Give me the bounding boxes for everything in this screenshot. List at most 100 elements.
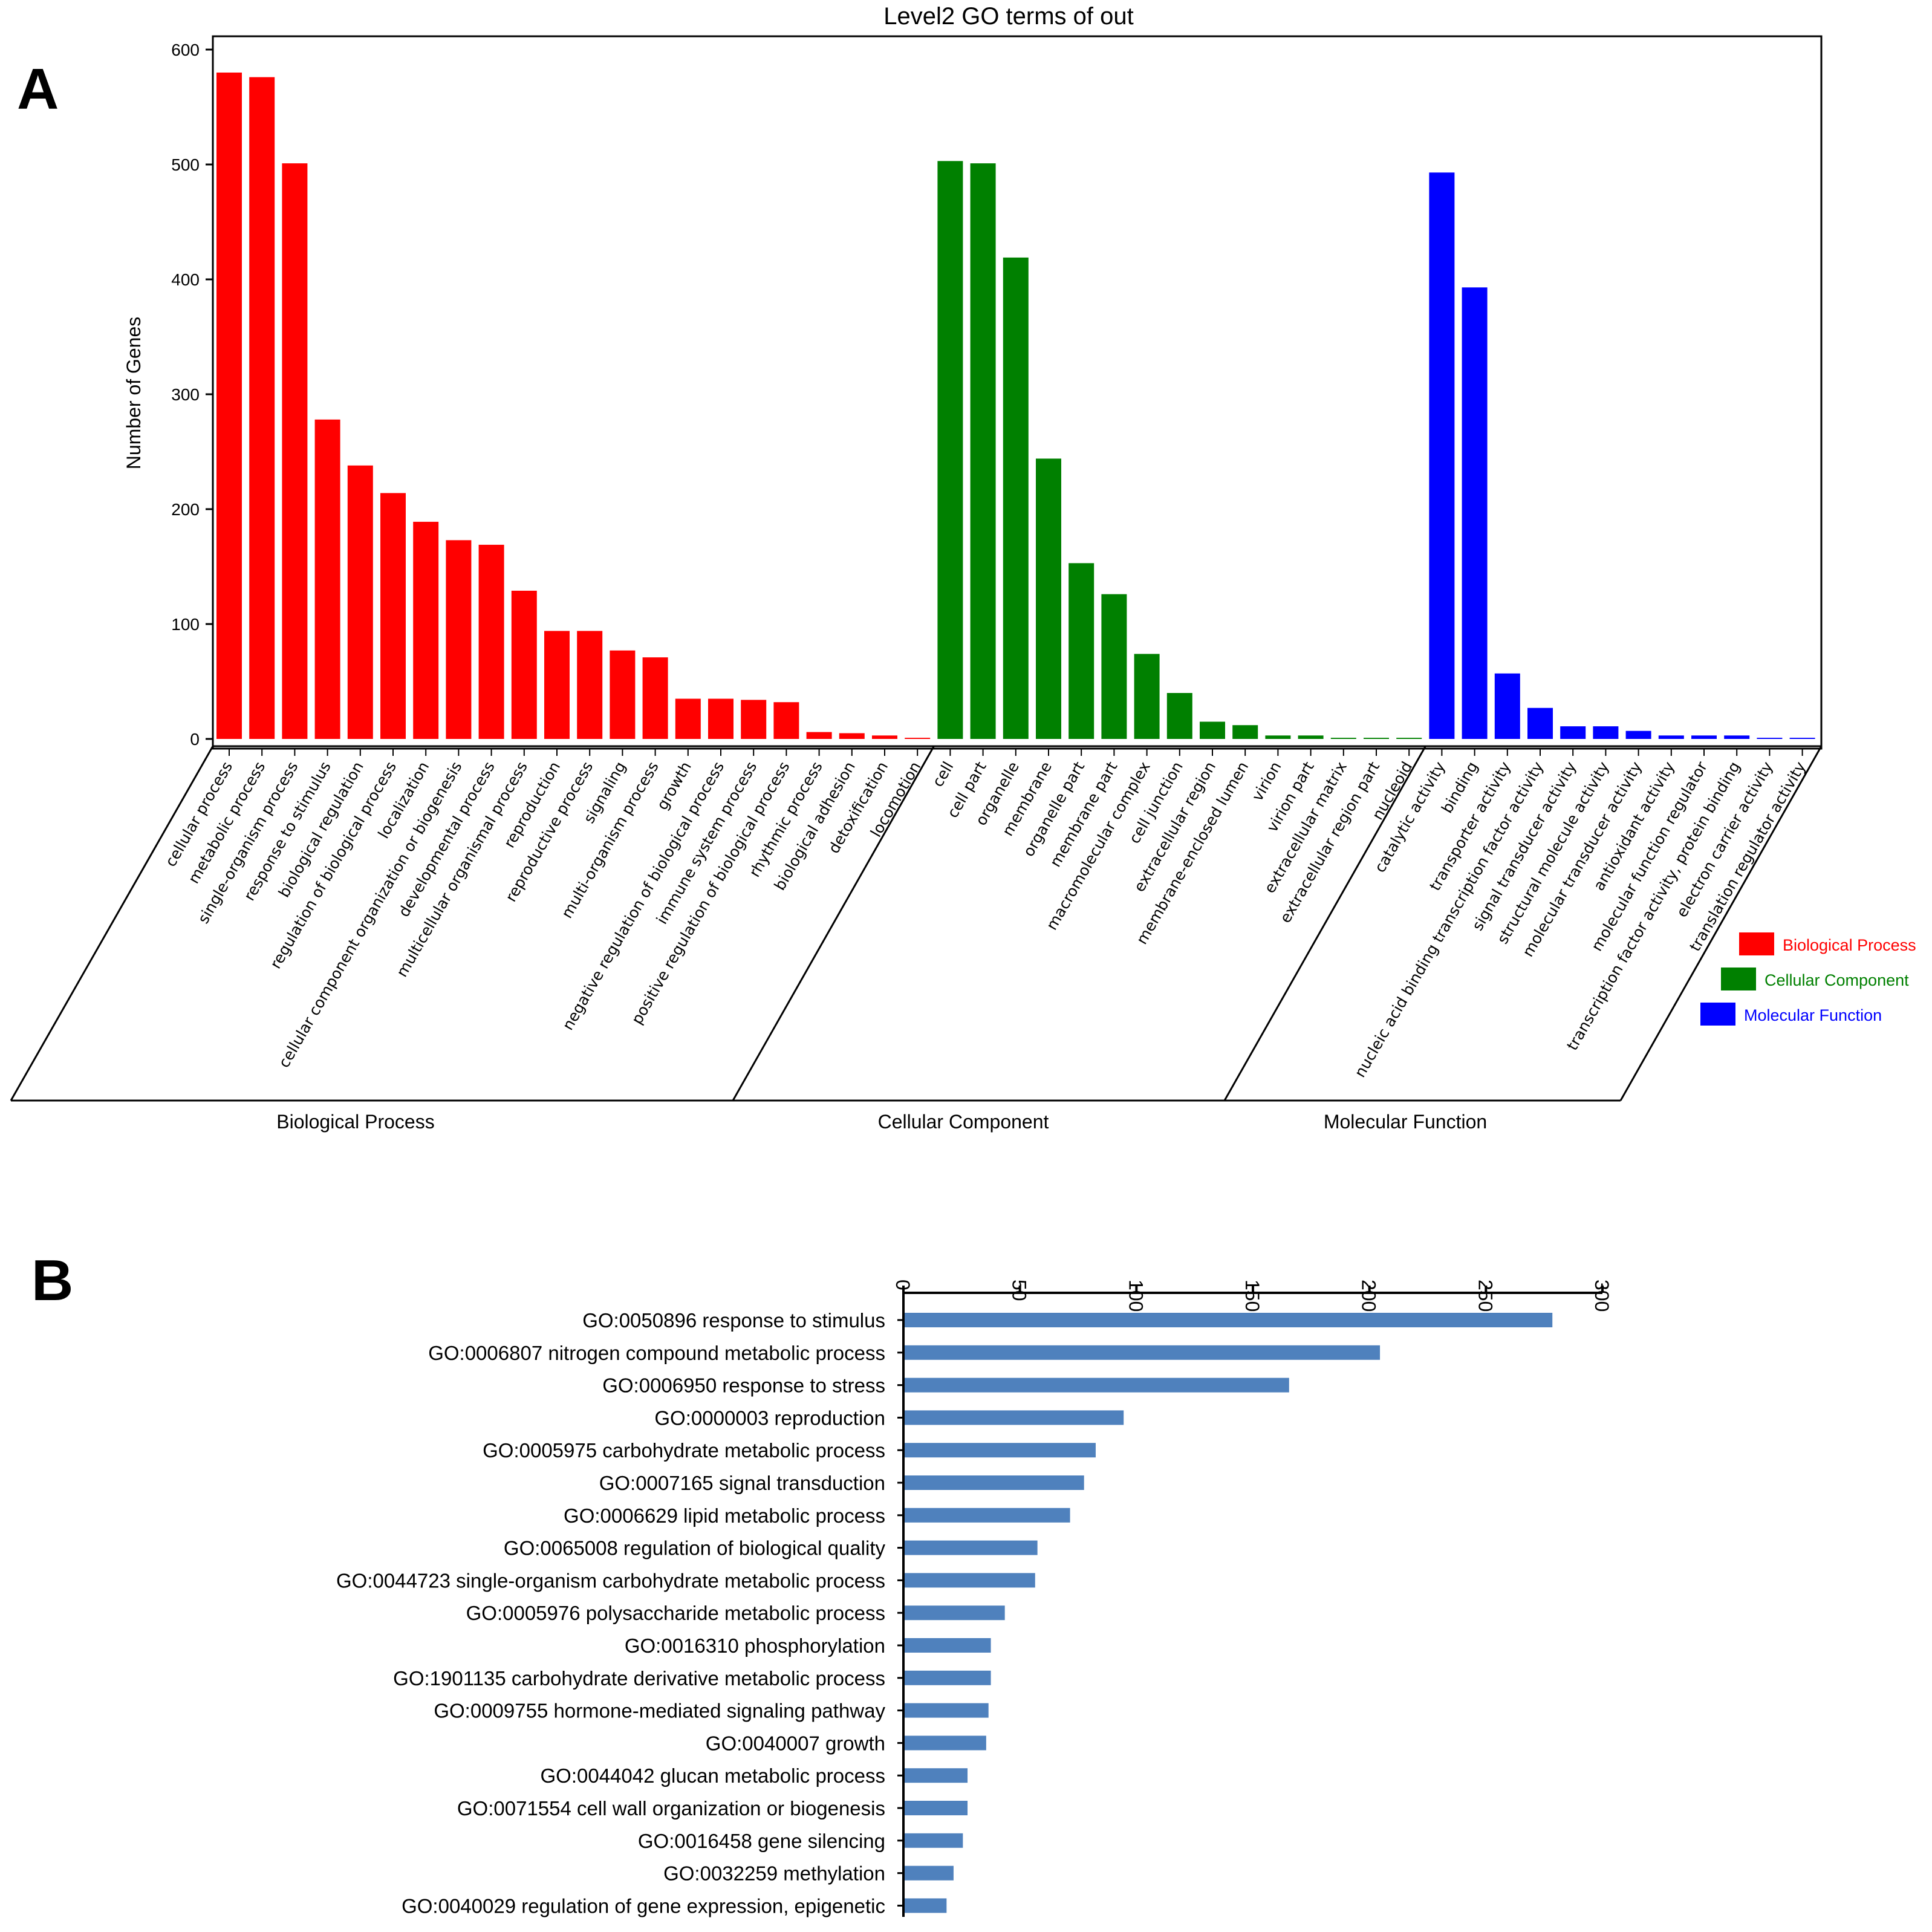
legend-label: Cellular Component [1764,971,1909,989]
bar [905,1313,1553,1327]
group-label: Cellular Component [878,1111,1049,1133]
bar [1396,738,1422,739]
bar [905,1443,1096,1458]
bar [905,1670,991,1685]
bar [1265,735,1291,739]
bar [872,735,897,739]
bar [380,493,406,739]
bar [282,163,308,740]
category-label: GO:0016458 gene silencing [638,1830,885,1852]
panel-a-bars [216,73,1815,740]
legend-swatch [1739,932,1774,955]
bar [1036,458,1061,739]
bar [905,1768,968,1783]
bar [1527,707,1553,739]
y-tick-label: 500 [171,155,200,174]
y-tick-label: 400 [171,270,200,289]
bar [905,1865,954,1881]
bar [675,698,701,739]
category-label: GO:0016310 phosphorylation [625,1634,885,1657]
bar [905,1345,1381,1360]
panel-b-category-labels: GO:0050896 response to stimulus GO:000680… [336,1309,885,1917]
panel-a-group-labels: Biological Process Cellular Component Mole… [276,1111,1487,1133]
bar [511,590,537,739]
category-label: GO:0071554 cell wall organization or bio… [457,1797,885,1820]
bar [1560,726,1586,739]
bar [544,631,570,739]
group-label: Molecular Function [1324,1111,1487,1133]
bar [905,1508,1070,1523]
bar [905,1573,1035,1588]
category-label: GO:0065008 regulation of biological qual… [504,1537,886,1560]
bar [216,73,242,739]
bar [970,163,996,740]
bar [1691,735,1717,739]
bar [1101,594,1127,739]
bar [1625,730,1651,739]
y-tick-label: 100 [171,615,200,634]
panel-b-label: B [31,1248,73,1313]
bar [905,1833,963,1848]
panel-b-bars [897,1313,1553,1913]
bar [314,419,340,739]
legend-label: Molecular Function [1744,1006,1882,1024]
bar [905,1475,1084,1490]
bar [1134,654,1160,739]
category-label: GO:0032259 methylation [663,1862,885,1885]
panel-b-x-axis: 0 50 100 150 200 250 300 [892,1280,1613,1917]
panel-a-title: Level2 GO terms of out [883,3,1134,30]
category-label: GO:0044723 single-organism carbohydrate … [336,1569,885,1592]
panel-a-legend: Biological Process Cellular Component Mole… [1700,932,1916,1026]
bar [905,1735,986,1751]
bar [905,1898,947,1913]
bar [1200,721,1225,739]
bar [1364,738,1389,739]
bar [1330,738,1356,739]
y-tick-label: 0 [190,730,200,749]
bar [905,738,931,739]
group-label: Biological Process [276,1111,434,1133]
panel-a-y-axis: 0 100 200 300 400 500 600 [171,41,213,749]
bar [905,1605,1005,1621]
bar [1232,725,1258,739]
category-label: GO:0050896 response to stimulus [582,1309,885,1332]
panel-a-label: A [17,57,59,122]
category-label: GO:0040007 growth [706,1732,885,1754]
bar [708,698,733,739]
bar [1789,738,1815,739]
bar [806,732,832,739]
bar [249,77,275,740]
legend-swatch [1700,1003,1735,1026]
bar [1068,563,1094,739]
x-tick-label: 100 [1125,1280,1147,1312]
bar [1462,287,1488,739]
x-tick-label: 50 [1009,1280,1030,1301]
y-tick-label: 600 [171,41,200,59]
x-tick-label: 200 [1358,1280,1380,1312]
bar [1003,257,1029,739]
legend-label: Biological Process [1783,936,1916,954]
bar [478,544,504,739]
bar [1429,172,1455,739]
category-label: GO:0040029 regulation of gene expression… [402,1895,885,1917]
bar [1298,735,1324,739]
category-label: GO:0007165 signal transduction [599,1472,885,1494]
panel-a-y-axis-label: Number of Genes [123,317,145,470]
category-label: GO:0006950 response to stress [602,1374,885,1397]
bar [642,657,668,739]
frame-slant-line [732,746,935,1101]
panel-a-category-frames [10,745,1823,1102]
bar [1494,673,1520,739]
x-tick-label: 150 [1241,1280,1263,1312]
category-label: GO:0044042 glucan metabolic process [540,1764,885,1787]
panel-a-plot-frame [212,35,1823,750]
bar [1593,726,1619,739]
frame-slant-line [1619,746,1823,1101]
category-label: GO:0005976 polysaccharide metabolic proc… [466,1602,885,1624]
bar [839,733,865,739]
y-tick-label: 300 [171,385,200,404]
x-tick-label: 300 [1591,1280,1613,1312]
category-label: GO:1901135 carbohydrate derivative metab… [393,1667,885,1690]
bar [1166,693,1192,739]
y-tick-label: 200 [171,500,200,519]
